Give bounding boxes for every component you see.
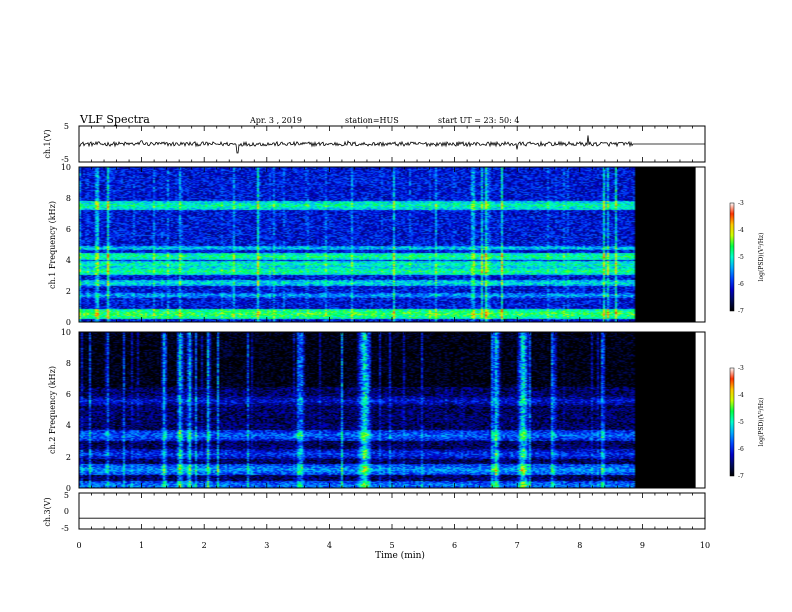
ch1-freq-tick-10: 10 — [61, 163, 71, 172]
ch3-waveform-frame — [78, 492, 706, 530]
time-axis-tick-labels: 0 1 2 3 4 5 6 7 8 9 10 — [76, 541, 710, 550]
ch1-ytick-top: 5 — [64, 122, 69, 131]
ch1-waveform-panel: 5 -5 ch.1(V) — [43, 122, 706, 164]
no-data-region — [695, 332, 705, 488]
ch2-freq-tick-2: 2 — [66, 453, 71, 462]
no-data-region — [695, 167, 705, 322]
ch3-waveform-ticks — [78, 493, 706, 529]
ch1-spectrogram-panel: 0 2 4 6 8 10 ch.1 Frequency (kHz) -3 -4 … — [48, 163, 765, 327]
time-tick-label: 5 — [389, 541, 394, 550]
station-label: station=HUS — [345, 116, 399, 125]
ch1-waveform-ticks — [78, 126, 706, 162]
ch1-waveform-ylabel: ch.1(V) — [43, 129, 52, 158]
ch1-freq-tick-4: 4 — [66, 256, 71, 265]
ch1-cb-tick-4: -4 — [738, 227, 744, 234]
ch2-freq-tick-8: 8 — [66, 359, 71, 368]
ch1-freq-tick-2: 2 — [66, 287, 71, 296]
ch1-cb-tick-5: -5 — [738, 254, 744, 261]
ch2-cb-tick-4: -4 — [738, 392, 744, 399]
ch2-cb-tick-6: -6 — [738, 446, 744, 453]
ch2-cb-tick-5: -5 — [738, 419, 744, 426]
ch1-freq-tick-0: 0 — [66, 318, 71, 327]
ch2-colorbar — [729, 367, 735, 477]
ch2-freq-tick-4: 4 — [66, 421, 71, 430]
time-tick-label: 7 — [515, 541, 520, 550]
ch3-ytick-mid: 0 — [64, 507, 69, 516]
ch2-spectrogram-ticks — [78, 332, 706, 488]
ch1-ytick-bottom: -5 — [61, 155, 69, 164]
ch2-freq-tick-10: 10 — [61, 328, 71, 337]
ch2-cb-tick-7: -7 — [738, 473, 744, 480]
time-axis-label: Time (min) — [375, 550, 425, 561]
ch1-colorbar-label: log(PSD)(V²/Hz) — [758, 233, 765, 282]
ch1-waveform-trace — [78, 135, 705, 154]
ch3-waveform-panel: 5 0 -5 ch.3(V) — [43, 491, 706, 533]
start-time-label: start UT = 23: 50: 4 — [438, 116, 519, 125]
ch1-spectrogram-ylabel: ch.1 Frequency (kHz) — [48, 201, 57, 289]
ch1-cb-tick-3: -3 — [738, 200, 744, 207]
ch2-spectrogram-ylabel: ch.2 Frequency (kHz) — [48, 366, 57, 454]
ch3-ytick-top: 5 — [64, 491, 69, 500]
figure-title: VLF Spectra — [79, 113, 150, 126]
ch1-freq-tick-8: 8 — [66, 194, 71, 203]
time-tick-label: 6 — [452, 541, 457, 550]
time-tick-label: 1 — [139, 541, 144, 550]
time-tick-label: 4 — [327, 541, 332, 550]
ch3-waveform-ylabel: ch.3(V) — [43, 497, 52, 526]
time-tick-label: 8 — [577, 541, 582, 550]
ch2-spectrogram-image — [79, 332, 705, 488]
time-tick-label: 0 — [76, 541, 81, 550]
ch1-cb-tick-7: -7 — [738, 308, 744, 315]
time-tick-label: 2 — [202, 541, 207, 550]
time-tick-label: 10 — [700, 541, 710, 550]
ch1-spectrogram-ticks — [78, 167, 706, 322]
ch2-cb-tick-3: -3 — [738, 365, 744, 372]
time-tick-label: 9 — [640, 541, 645, 550]
ch2-spectrogram-panel: 0 2 4 6 8 10 ch.2 Frequency (kHz) -3 -4 … — [48, 328, 765, 493]
ch3-ytick-bottom: -5 — [61, 524, 69, 533]
ch2-freq-tick-6: 6 — [66, 390, 71, 399]
ch2-freq-tick-0: 0 — [66, 484, 71, 493]
ch1-cb-tick-6: -6 — [738, 281, 744, 288]
ch1-freq-tick-6: 6 — [66, 225, 71, 234]
time-tick-label: 3 — [264, 541, 269, 550]
ch2-colorbar-label: log(PSD)(V²/Hz) — [758, 398, 765, 447]
ch1-colorbar — [729, 202, 735, 312]
ch1-spectrogram-image — [79, 167, 705, 322]
date-label: Apr. 3 , 2019 — [249, 116, 302, 125]
